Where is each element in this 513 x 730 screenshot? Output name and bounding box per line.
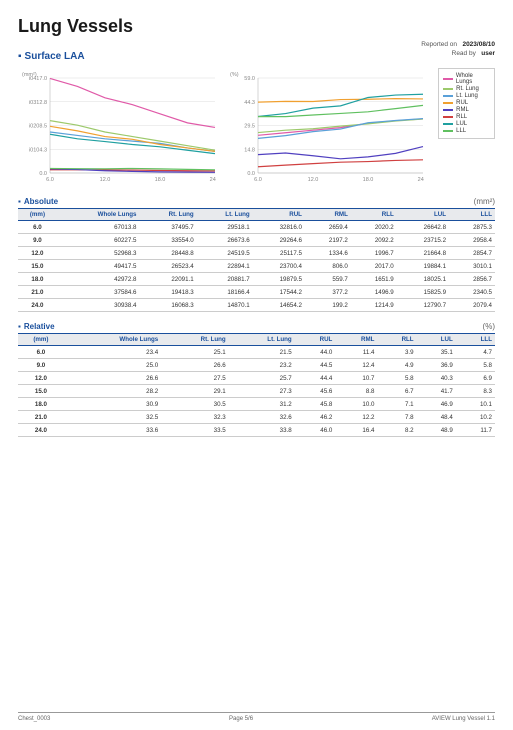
table-row: 21.032.532.332.646.212.27.848.410.2: [18, 411, 495, 424]
legend-item: RML: [443, 107, 490, 113]
col-header: RML: [305, 209, 351, 221]
col-header: RUL: [295, 334, 336, 346]
svg-text:18.0: 18.0: [363, 177, 374, 183]
col-header: LLL: [449, 209, 495, 221]
col-header: (mm): [18, 334, 64, 346]
legend-item: RLL: [443, 114, 490, 120]
svg-text:18.0: 18.0: [155, 177, 166, 183]
col-header: LLL: [456, 334, 495, 346]
report-meta: Reported on 2023/08/10 Read by user: [421, 40, 495, 58]
svg-text:12.0: 12.0: [100, 177, 111, 183]
table-row: 12.052968.328448.824519.525117.51334.619…: [18, 247, 495, 260]
col-header: RLL: [351, 209, 397, 221]
svg-text:(mm²): (mm²): [22, 72, 37, 78]
legend-item: RUL: [443, 100, 490, 106]
col-header: RML: [335, 334, 377, 346]
chart-relative: 0.014.829.544.359.06.012.018.024.0(%)(De…: [226, 68, 424, 187]
legend-item: Rt. Lung: [443, 86, 490, 92]
col-header: Whole Lungs: [64, 334, 161, 346]
read-by-value: user: [481, 50, 495, 57]
svg-text:59.0: 59.0: [244, 76, 255, 82]
svg-text:14.8: 14.8: [244, 147, 255, 153]
col-header: Lt. Lung: [197, 209, 253, 221]
legend-item: Whole Lungs: [443, 73, 490, 85]
table-row: 9.060227.533554.026673.629264.62197.2209…: [18, 234, 495, 247]
svg-text:12.0: 12.0: [308, 177, 319, 183]
table-absolute: (mm)Whole LungsRt. LungLt. LungRULRMLRLL…: [18, 208, 495, 312]
svg-text:44.3: 44.3: [244, 100, 255, 106]
read-by-label: Read by: [452, 50, 476, 57]
page-title: Lung Vessels: [18, 16, 495, 37]
table-row: 18.042972.822091.120881.719879.5559.7165…: [18, 273, 495, 286]
svg-text:(%): (%): [230, 72, 239, 78]
col-header: LUL: [397, 209, 449, 221]
legend-item: LUL: [443, 121, 490, 127]
col-header: Rt. Lung: [161, 334, 229, 346]
table-row: 24.030938.416068.314870.114654.2199.2121…: [18, 299, 495, 312]
table-relative: (mm)Whole LungsRt. LungLt. LungRULRMLRLL…: [18, 333, 495, 437]
svg-text:i0208.5: i0208.5: [29, 124, 47, 130]
svg-text:24.0: 24.0: [418, 177, 424, 183]
footer-left: Chest_0003: [18, 716, 50, 722]
svg-text:i0104.3: i0104.3: [29, 147, 47, 153]
legend-item: Lt. Lung: [443, 93, 490, 99]
table-absolute-title: ▪Absolute (mm²): [18, 197, 495, 206]
col-header: Lt. Lung: [229, 334, 295, 346]
table-row: 24.033.633.533.846.016.48.248.911.7: [18, 424, 495, 437]
col-header: LUL: [417, 334, 456, 346]
svg-text:i0312.8: i0312.8: [29, 100, 47, 106]
table-row: 18.030.930.531.245.810.07.146.910.1: [18, 398, 495, 411]
legend: Whole LungsRt. LungLt. LungRULRMLRLLLULL…: [438, 68, 495, 139]
col-header: RUL: [253, 209, 305, 221]
svg-text:6.0: 6.0: [254, 177, 262, 183]
table-row: 21.037584.619418.318166.417544.2377.2149…: [18, 286, 495, 299]
table-row: 15.049417.526523.422894.123700.4806.0201…: [18, 260, 495, 273]
col-header: RLL: [377, 334, 416, 346]
table-row: 9.025.026.623.244.512.44.936.95.8: [18, 359, 495, 372]
footer-center: Page 5/6: [229, 716, 253, 722]
col-header: Rt. Lung: [139, 209, 196, 221]
table-relative-title: ▪Relative (%): [18, 322, 495, 331]
footer-right: AVIEW Lung Vessel 1.1: [432, 716, 495, 722]
svg-text:6.0: 6.0: [46, 177, 54, 183]
reported-on-value: 2023/08/10: [462, 41, 495, 48]
reported-on-label: Reported on: [421, 41, 457, 48]
table-row: 6.067013.837495.729518.132816.02659.4202…: [18, 221, 495, 234]
col-header: Whole Lungs: [57, 209, 140, 221]
legend-item: LLL: [443, 128, 490, 134]
col-header: (mm): [18, 209, 57, 221]
footer: Chest_0003 Page 5/6 AVIEW Lung Vessel 1.…: [18, 712, 495, 722]
table-row: 12.026.627.525.744.410.75.840.36.9: [18, 372, 495, 385]
chart-absolute: 0.0i0104.3i0208.5i0312.8i0417.06.012.018…: [18, 68, 216, 187]
table-row: 6.023.425.121.544.011.43.935.14.7: [18, 346, 495, 359]
svg-text:24.0: 24.0: [210, 177, 216, 183]
table-row: 15.028.229.127.345.68.86.741.78.3: [18, 385, 495, 398]
svg-text:29.5: 29.5: [244, 124, 255, 130]
